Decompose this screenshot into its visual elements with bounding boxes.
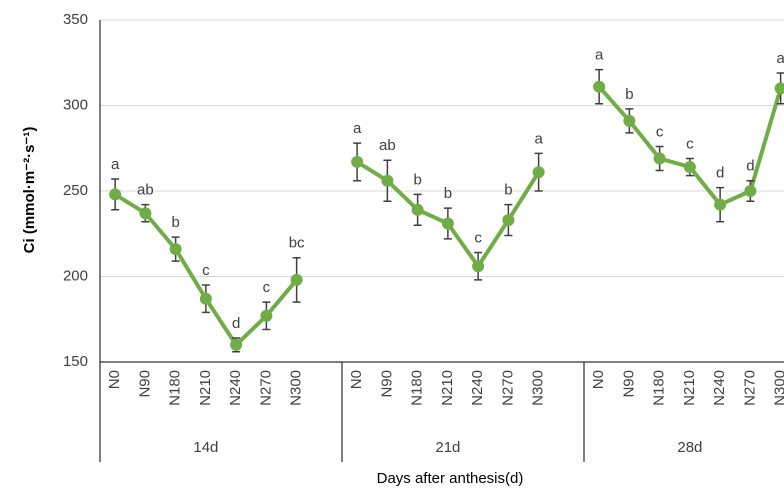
significance-label: b xyxy=(444,185,452,202)
significance-label: b xyxy=(504,182,512,199)
y-tick-label: 200 xyxy=(63,267,88,284)
y-tick-label: 250 xyxy=(63,182,88,199)
x-tick-label: N180 xyxy=(409,370,426,406)
significance-label: d xyxy=(232,315,240,332)
x-tick-label: N270 xyxy=(257,370,274,406)
x-tick-label: N180 xyxy=(651,370,668,406)
data-point xyxy=(290,273,303,286)
x-tick-label: N240 xyxy=(227,370,244,406)
data-point xyxy=(381,174,394,187)
significance-label: a xyxy=(595,47,604,64)
x-tick-label: N210 xyxy=(439,370,456,406)
x-tick-label: N90 xyxy=(620,370,637,398)
x-tick-label: N90 xyxy=(378,370,395,398)
y-tick-label: 300 xyxy=(63,96,88,113)
data-point xyxy=(714,198,727,211)
data-point xyxy=(260,309,273,322)
x-tick-label: N300 xyxy=(772,370,784,406)
group-label: 21d xyxy=(435,439,460,456)
x-tick-label: N240 xyxy=(469,370,486,406)
significance-label: ab xyxy=(379,137,396,154)
data-point xyxy=(653,152,666,165)
significance-label: bc xyxy=(289,235,305,252)
data-point xyxy=(230,338,243,351)
data-point xyxy=(169,243,182,256)
data-point xyxy=(532,166,545,179)
significance-label: a xyxy=(111,156,120,173)
significance-label: d xyxy=(716,165,724,182)
data-point xyxy=(351,155,364,168)
x-tick-label: N210 xyxy=(197,370,214,406)
data-point xyxy=(623,114,636,127)
data-point xyxy=(441,217,454,230)
data-point xyxy=(502,214,515,227)
data-point xyxy=(683,161,696,174)
data-point xyxy=(411,203,424,216)
data-point xyxy=(472,260,485,273)
data-point xyxy=(109,188,122,201)
x-tick-label: N0 xyxy=(590,370,607,389)
x-tick-label: N180 xyxy=(167,370,184,406)
x-tick-label: N300 xyxy=(288,370,305,406)
significance-label: c xyxy=(202,262,210,279)
significance-label: a xyxy=(534,130,543,147)
data-point xyxy=(593,80,606,93)
x-tick-label: N270 xyxy=(499,370,516,406)
significance-label: d xyxy=(746,158,754,175)
y-tick-label: 350 xyxy=(63,11,88,28)
x-tick-label: N0 xyxy=(106,370,123,389)
x-tick-label: N90 xyxy=(136,370,153,398)
significance-label: b xyxy=(171,214,179,231)
significance-label: c xyxy=(656,124,664,141)
data-point xyxy=(139,207,152,220)
significance-label: ab xyxy=(137,182,154,199)
y-axis-title: Ci (mmol·m⁻²·s⁻¹) xyxy=(21,127,38,254)
x-tick-label: N270 xyxy=(741,370,758,406)
significance-label: b xyxy=(625,86,633,103)
x-tick-label: N240 xyxy=(711,370,728,406)
significance-label: b xyxy=(413,171,421,188)
data-point xyxy=(744,185,757,197)
significance-label: c xyxy=(263,279,271,296)
significance-label: c xyxy=(686,135,694,152)
y-tick-label: 150 xyxy=(63,353,88,370)
data-point xyxy=(774,82,784,95)
group-label: 28d xyxy=(677,439,702,456)
x-tick-label: N210 xyxy=(681,370,698,406)
x-axis-title: Days after anthesis(d) xyxy=(377,470,524,487)
significance-label: c xyxy=(474,230,482,247)
data-point xyxy=(199,292,212,305)
significance-label: a xyxy=(353,120,362,137)
group-label: 14d xyxy=(193,439,218,456)
significance-label: a xyxy=(776,50,784,67)
x-tick-label: N300 xyxy=(530,370,547,406)
x-tick-label: N0 xyxy=(348,370,365,389)
